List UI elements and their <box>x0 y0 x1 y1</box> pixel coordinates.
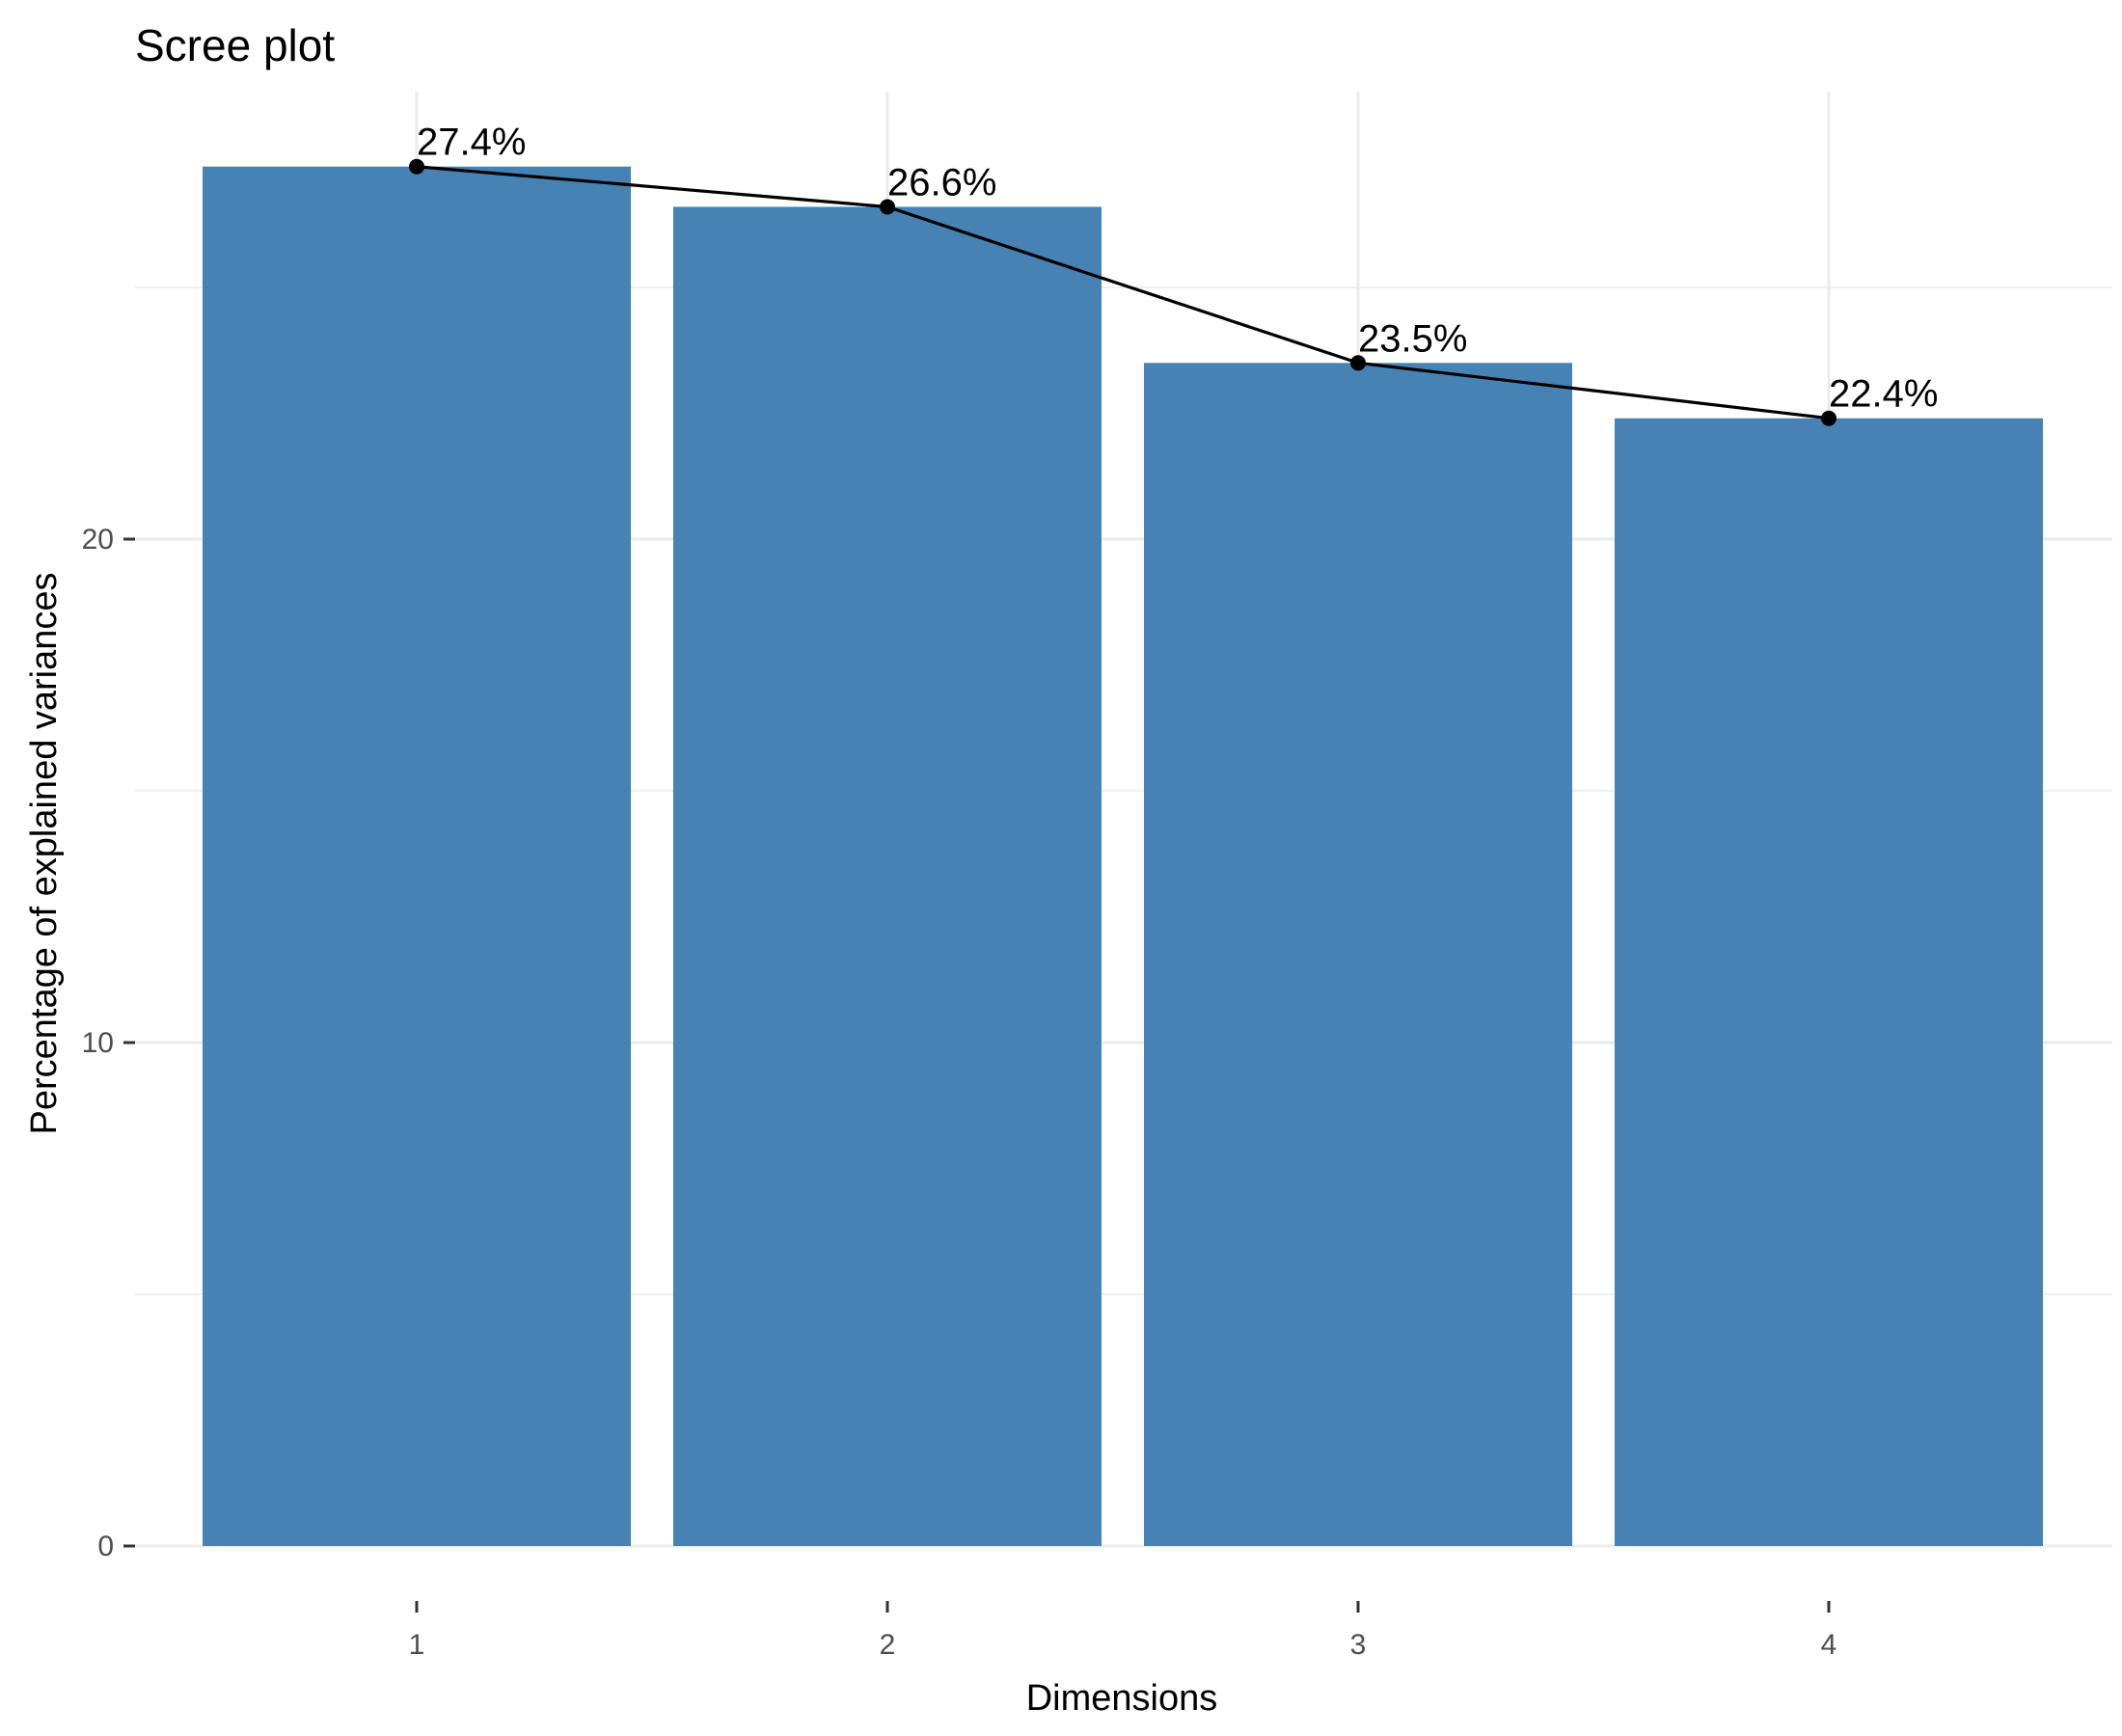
trend-points <box>409 158 1836 426</box>
y-tick-label: 10 <box>82 1027 114 1059</box>
y-tick-label: 20 <box>82 524 114 556</box>
x-tick-label: 2 <box>880 1629 896 1661</box>
bar-dimension-2 <box>673 206 1102 1547</box>
trend-point-4 <box>1821 410 1836 426</box>
x-tick-label: 3 <box>1350 1629 1367 1661</box>
bar-dimension-1 <box>203 166 631 1547</box>
trend-point-3 <box>1350 355 1366 371</box>
data-label-2: 26.6% <box>887 161 996 203</box>
data-label-3: 23.5% <box>1358 317 1467 360</box>
data-labels: 27.4% 26.6% 23.5% 22.4% <box>417 122 1938 416</box>
trend-point-1 <box>409 158 424 175</box>
bar-dimension-4 <box>1615 418 2043 1547</box>
data-label-4: 22.4% <box>1829 373 1938 416</box>
trend-point-2 <box>880 199 895 215</box>
x-axis: 1 2 3 4 <box>409 1601 1837 1661</box>
y-axis-title: Percentage of explained variances <box>24 572 65 1134</box>
trend-line-layer <box>416 165 1830 420</box>
y-tick-label: 0 <box>97 1531 114 1562</box>
bar-dimension-3 <box>1144 363 1572 1546</box>
x-axis-title: Dimensions <box>1026 1678 1218 1719</box>
trend-line <box>416 165 1830 420</box>
data-label-1: 27.4% <box>417 122 526 164</box>
x-tick-label: 4 <box>1821 1629 1837 1661</box>
x-tick-label: 1 <box>409 1629 425 1661</box>
y-axis: 0 10 20 <box>82 524 135 1562</box>
chart-title: Scree plot <box>135 20 335 70</box>
bars <box>203 166 2043 1547</box>
